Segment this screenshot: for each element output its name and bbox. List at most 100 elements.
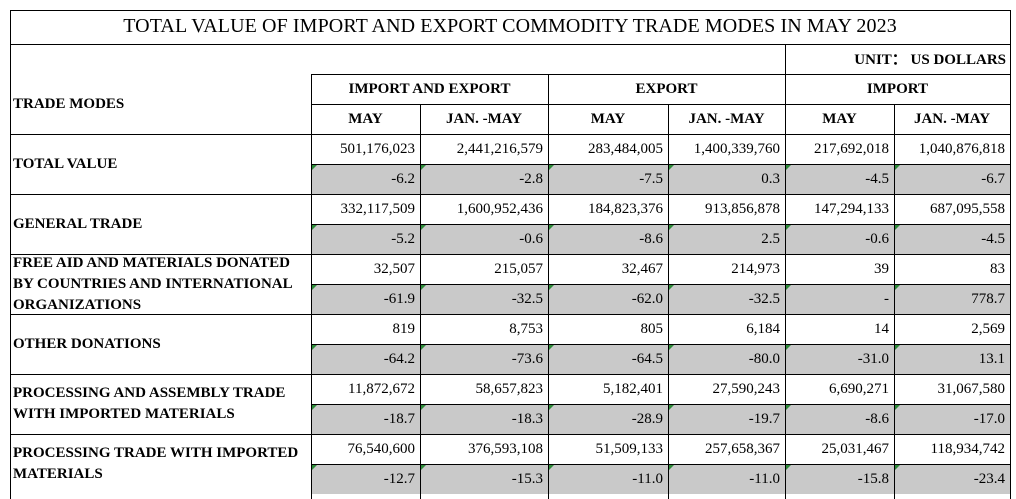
change-cell: -5.2	[391, 230, 415, 247]
grid-line-h	[311, 344, 1011, 345]
cell-marker	[669, 465, 674, 470]
change-cell: -28.9	[631, 410, 663, 427]
grid-line-h	[10, 194, 1011, 195]
value-cell: 27,590,243	[712, 380, 781, 397]
change-cell: -17.0	[973, 410, 1005, 427]
value-cell: 11,872,672	[348, 380, 415, 397]
cell-marker	[421, 165, 426, 170]
value-cell: 8,753	[509, 320, 543, 337]
cell-marker	[549, 165, 554, 170]
change-cell: -7.5	[639, 170, 663, 187]
value-cell: 332,117,509	[340, 200, 415, 217]
cell-marker	[549, 405, 554, 410]
cell-marker	[312, 285, 317, 290]
period-header: MAY	[348, 110, 383, 127]
grid-line-h	[10, 134, 1011, 135]
value-cell: 51,509,133	[595, 440, 664, 457]
cell-marker	[895, 165, 900, 170]
change-cell: -61.9	[383, 290, 415, 307]
grid-line-h	[10, 44, 1011, 45]
change-cell: -8.6	[639, 230, 663, 247]
cell-marker	[421, 405, 426, 410]
cell-marker	[421, 285, 426, 290]
change-cell: -6.2	[391, 170, 415, 187]
period-header: MAY	[822, 110, 857, 127]
trade-mode-label: TOTAL VALUE	[13, 155, 118, 172]
cell-marker	[421, 225, 426, 230]
change-row-shade	[311, 224, 1010, 254]
change-row-shade	[311, 164, 1010, 194]
value-cell: 118,934,742	[930, 440, 1005, 457]
value-cell: 501,176,023	[340, 140, 415, 157]
grid-line-h	[10, 314, 1011, 315]
change-cell: -11.0	[632, 470, 663, 487]
cell-marker	[549, 465, 554, 470]
cell-marker	[895, 285, 900, 290]
value-cell: 31,067,580	[937, 380, 1006, 397]
value-cell: 184,823,376	[588, 200, 663, 217]
change-cell: -64.2	[383, 350, 415, 367]
cell-marker	[895, 345, 900, 350]
grid-line-h	[311, 404, 1011, 405]
change-cell: -73.6	[511, 350, 543, 367]
value-cell: 283,484,005	[588, 140, 663, 157]
change-cell: -31.0	[857, 350, 889, 367]
change-row-shade	[311, 344, 1010, 374]
period-header: MAY	[590, 110, 626, 127]
value-cell: 83	[990, 260, 1005, 277]
group-header: EXPORT	[635, 80, 698, 97]
trade-mode-label: PROCESSING AND ASSEMBLY TRADE WITH IMPOR…	[13, 385, 286, 422]
grid-line-h	[311, 224, 1011, 225]
change-cell: -80.0	[748, 350, 780, 367]
change-cell: -4.5	[865, 170, 889, 187]
grid-line-v	[668, 104, 669, 499]
change-cell: -0.6	[519, 230, 543, 247]
change-cell: -12.7	[383, 470, 415, 487]
change-cell: 778.7	[971, 290, 1005, 307]
value-cell: 2,441,216,579	[456, 140, 543, 157]
cell-marker	[312, 225, 317, 230]
period-header: JAN. -MAY	[913, 110, 991, 127]
trade-mode-label: OTHER DONATIONS	[13, 335, 161, 352]
trade-mode-label: FREE AID AND MATERIALS DONATED BY COUNTR…	[13, 254, 292, 313]
period-header: JAN. -MAY	[445, 110, 523, 127]
value-cell: 25,031,467	[821, 440, 890, 457]
cell-marker	[669, 285, 674, 290]
cell-marker	[786, 345, 791, 350]
grid-line-h	[10, 434, 1011, 435]
cell-marker	[786, 405, 791, 410]
period-header: JAN. -MAY	[688, 110, 765, 127]
cell-marker	[421, 345, 426, 350]
cell-marker	[786, 165, 791, 170]
value-cell: 32,507	[373, 260, 415, 277]
trade-mode-label: PROCESSING TRADE WITH IMPORTED MATERIALS	[13, 445, 299, 482]
grid-line-h	[311, 284, 1011, 285]
change-cell: -2.8	[519, 170, 543, 187]
grid-line-h	[311, 104, 1011, 105]
grid-line-v	[420, 104, 421, 499]
value-cell: 147,294,133	[814, 200, 889, 217]
cell-marker	[669, 225, 674, 230]
change-cell: 0.3	[761, 170, 780, 187]
cell-marker	[312, 405, 317, 410]
grid-line-h	[311, 164, 1011, 165]
value-cell: 217,692,018	[814, 140, 889, 157]
cell-marker	[312, 345, 317, 350]
change-cell: -32.5	[748, 290, 780, 307]
change-cell: -62.0	[631, 290, 663, 307]
value-cell: 6,690,271	[829, 380, 889, 397]
grid-line-h	[10, 10, 1011, 11]
value-cell: 214,973	[731, 260, 780, 277]
value-cell: 805	[640, 320, 664, 337]
cell-marker	[895, 465, 900, 470]
value-cell: 58,657,823	[475, 380, 544, 397]
trade-modes-header: TRADE MODES	[13, 95, 125, 112]
cell-marker	[669, 165, 674, 170]
change-row-shade	[311, 404, 1010, 434]
cell-marker	[549, 285, 554, 290]
group-header: IMPORT	[866, 80, 929, 97]
grid-line-v	[1010, 10, 1011, 499]
cell-marker	[895, 405, 900, 410]
cell-marker	[669, 345, 674, 350]
value-cell: 1,600,952,436	[456, 200, 543, 217]
